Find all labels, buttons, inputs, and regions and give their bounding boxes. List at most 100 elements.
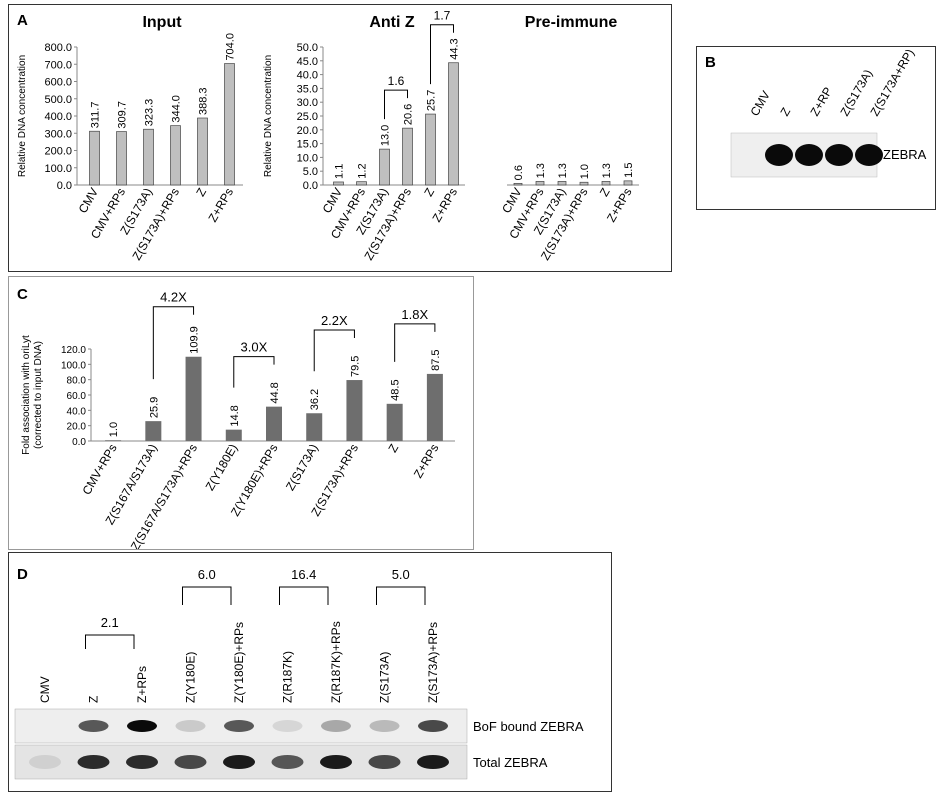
band-total	[417, 755, 449, 769]
y-tick-label: 60.0	[67, 391, 87, 402]
lane-label: Z	[777, 105, 793, 118]
bar	[513, 182, 523, 186]
panel-b: B CMV Z Z+RP Z(S173A) Z(S173A+RP) ZEBRA	[696, 46, 936, 210]
band-total	[29, 755, 61, 769]
bracket	[182, 586, 232, 605]
lane-label: Z(S173A+RP)	[867, 47, 917, 119]
data-label: 36.2	[309, 389, 321, 410]
bar	[170, 125, 181, 186]
bracket	[376, 586, 426, 605]
panel-a-charts: A Input Relative DNA concentration 0.0 100.…	[17, 9, 639, 263]
bar	[448, 62, 459, 186]
y-tick-label: 500.0	[44, 94, 72, 106]
bracket	[313, 329, 355, 372]
band-bof	[272, 720, 303, 732]
bar	[306, 413, 323, 441]
bar	[185, 356, 202, 441]
y-tick-label: 20.0	[297, 125, 318, 137]
y-tick-label: 35.0	[297, 83, 318, 95]
data-label: 1.3	[601, 163, 613, 178]
bar	[346, 380, 363, 441]
panel-d: D CMV Z Z+RPs Z(Y180E) Z(Y180E)+RPs Z(R187K) Z…	[8, 552, 612, 792]
data-label: 48.5	[390, 379, 402, 400]
band-total	[320, 755, 352, 769]
y-tick-label: 0.0	[72, 437, 86, 448]
lane-label: Z(S173A)+RPs	[426, 622, 440, 703]
band	[855, 144, 883, 166]
bar	[89, 130, 100, 186]
bracket	[430, 24, 454, 85]
band-total	[271, 755, 304, 769]
data-label: 25.9	[148, 397, 160, 418]
data-label: 1.3	[557, 163, 569, 178]
y-tick-label: 100.0	[44, 163, 72, 175]
panel-c-chart: C Fold association with oriLyt (corrected…	[17, 286, 455, 549]
category-label: CMV+RPs	[79, 442, 119, 498]
panel-b-letter: B	[705, 54, 716, 71]
data-label: 1.3	[535, 163, 547, 178]
y-tick-label: 400.0	[44, 111, 72, 123]
lane-label: Z(Y180E)+RPs	[232, 622, 246, 703]
bracket	[85, 634, 135, 649]
y-tick-label: 300.0	[44, 128, 72, 140]
data-label: 704.0	[225, 33, 237, 61]
data-label: 1.1	[334, 164, 346, 179]
data-label: 344.0	[171, 95, 183, 123]
bar	[143, 128, 154, 186]
bracket-label: 2.1	[101, 615, 119, 630]
data-label: 1.0	[108, 422, 120, 437]
lane-label: CMV	[747, 88, 772, 118]
bracket	[152, 306, 195, 380]
data-label: 79.5	[349, 356, 361, 377]
lane-label: Z+RP	[807, 85, 835, 119]
band-bof	[321, 720, 351, 732]
y-tick-label: 800.0	[44, 42, 72, 54]
band-bof	[175, 720, 206, 732]
band-bof	[369, 720, 400, 732]
bar	[601, 181, 611, 186]
bar	[266, 406, 282, 441]
chart-title: Input	[142, 14, 182, 31]
bracket	[394, 323, 436, 362]
bar	[145, 421, 162, 441]
bar	[224, 63, 235, 186]
y-tick-label: 15.0	[297, 139, 318, 151]
lane-label: Z	[87, 696, 101, 703]
data-label: 0.6	[513, 165, 525, 180]
y-tick-label: 80.0	[67, 376, 87, 387]
lane-label: Z+RPs	[135, 666, 149, 703]
category-label: Z	[193, 186, 209, 199]
bracket-label: 4.2X	[160, 290, 187, 305]
y-tick-label: 700.0	[44, 59, 72, 71]
panel-a-letter: A	[17, 12, 28, 29]
y-tick-label: 0.0	[303, 180, 318, 192]
lane-label: Z(R187K)	[281, 651, 295, 703]
band-bof	[127, 720, 157, 732]
panel-b-blot: B CMV Z Z+RP Z(S173A)Z(S173A+RP)ZEBRA	[705, 47, 927, 178]
band-total	[77, 755, 110, 769]
band-total	[223, 755, 255, 769]
lane-label: CMV	[38, 676, 52, 703]
bar	[623, 180, 633, 186]
y-axis-label-line: Fold association with oriLyt	[21, 335, 32, 455]
bracket-label: 1.8X	[401, 307, 428, 322]
category-label: Z	[597, 186, 613, 199]
data-label: 1.2	[357, 163, 369, 178]
y-axis-label-line: (corrected to input DNA)	[33, 341, 44, 449]
bracket	[233, 356, 275, 388]
data-label: 1.0	[579, 164, 591, 179]
bar	[557, 181, 567, 186]
lane-label: Z(R187K)+RPs	[329, 621, 343, 703]
y-tick-label: 50.0	[297, 42, 318, 54]
category-label: Z+RPs	[205, 186, 236, 225]
data-label: 14.8	[229, 405, 241, 426]
bar	[116, 131, 127, 186]
bar	[105, 440, 122, 442]
data-label: 44.3	[449, 38, 461, 59]
data-label: 388.3	[198, 87, 210, 115]
row-label-bof: BoF bound ZEBRA	[473, 719, 584, 734]
y-tick-label: 200.0	[44, 146, 72, 158]
chart-title: Anti Z	[369, 14, 415, 31]
bracket-label: 5.0	[392, 567, 410, 582]
category-label: Z	[421, 186, 437, 199]
